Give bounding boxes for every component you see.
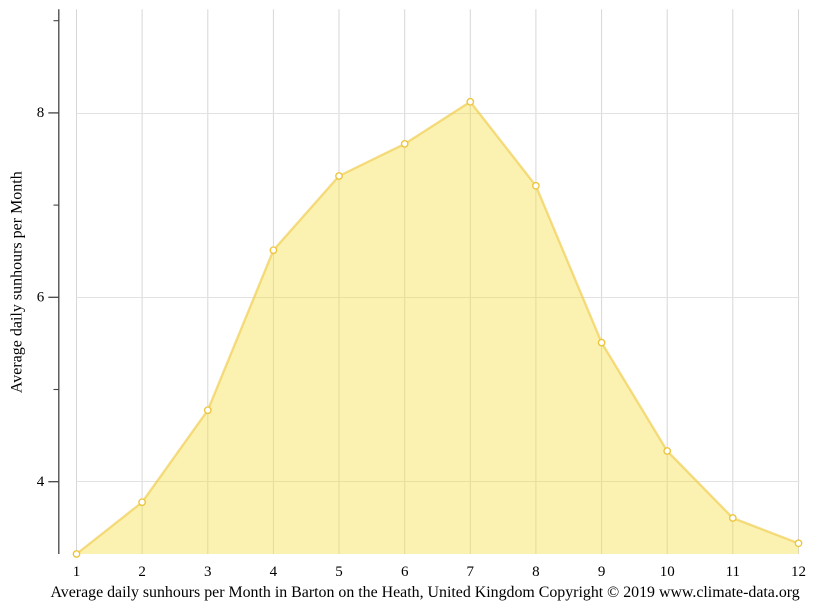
svg-text:8: 8 xyxy=(37,105,45,121)
svg-text:3: 3 xyxy=(204,564,212,580)
svg-text:2: 2 xyxy=(138,564,146,580)
svg-text:6: 6 xyxy=(401,564,409,580)
svg-text:11: 11 xyxy=(726,564,740,580)
svg-text:10: 10 xyxy=(660,564,675,580)
svg-text:9: 9 xyxy=(598,564,606,580)
svg-text:1: 1 xyxy=(73,564,81,580)
svg-text:Average daily sunhours per Mon: Average daily sunhours per Month in Bart… xyxy=(51,584,800,601)
svg-text:7: 7 xyxy=(467,564,475,580)
svg-text:5: 5 xyxy=(335,564,343,580)
svg-text:Average daily sunhours per Mon: Average daily sunhours per Month xyxy=(8,171,25,393)
svg-text:4: 4 xyxy=(37,474,45,490)
svg-text:6: 6 xyxy=(37,290,45,306)
svg-text:4: 4 xyxy=(270,564,278,580)
svg-text:12: 12 xyxy=(791,564,806,580)
svg-text:8: 8 xyxy=(532,564,540,580)
